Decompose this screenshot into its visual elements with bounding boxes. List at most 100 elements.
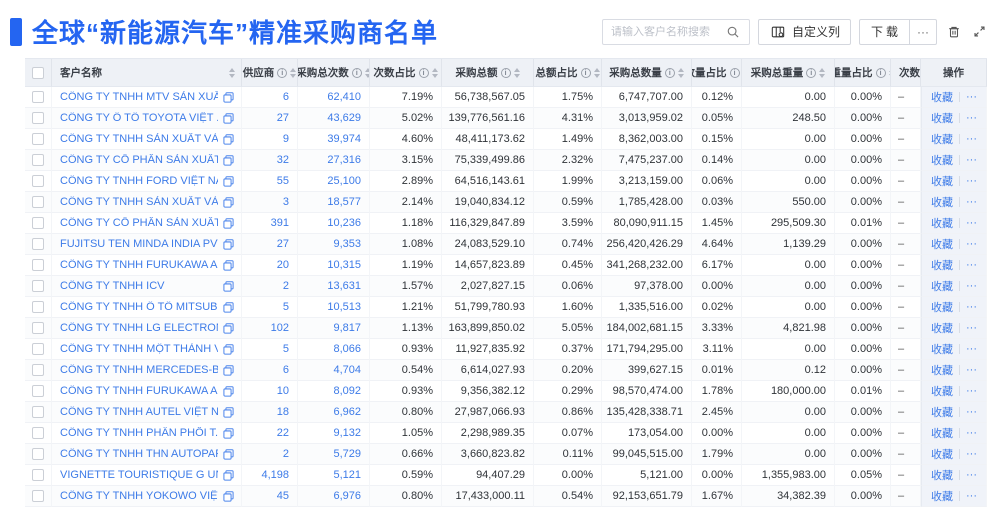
- row-checkbox[interactable]: [32, 385, 44, 397]
- row-more-button[interactable]: ···: [966, 490, 977, 502]
- row-more-button[interactable]: ···: [966, 322, 977, 334]
- copy-icon[interactable]: [223, 112, 234, 124]
- copy-icon[interactable]: [223, 133, 234, 145]
- customer-name-link[interactable]: CÔNG TY TNHH PHÂN PHỐI T...: [60, 427, 218, 439]
- customer-name-link[interactable]: CÔNG TY TNHH Ô TÔ MITSUBI...: [60, 301, 218, 313]
- copy-icon[interactable]: [223, 406, 234, 418]
- row-checkbox[interactable]: [32, 133, 44, 145]
- copy-icon[interactable]: [223, 301, 234, 313]
- copy-icon[interactable]: [223, 322, 234, 334]
- row-more-button[interactable]: ···: [966, 133, 977, 145]
- row-checkbox[interactable]: [32, 280, 44, 292]
- delete-button[interactable]: [945, 23, 963, 41]
- favorite-button[interactable]: 收藏: [931, 386, 953, 398]
- download-button[interactable]: 下载: [858, 18, 910, 45]
- fullscreen-button[interactable]: [971, 23, 988, 40]
- select-all-checkbox[interactable]: [32, 66, 44, 79]
- column-header-purchase_count[interactable]: 采购总次数 i: [298, 59, 370, 87]
- customer-name-link[interactable]: CÔNG TY TNHH ICV: [60, 280, 165, 292]
- column-header-weight[interactable]: 采购总重量 i: [742, 59, 835, 87]
- more-actions-button[interactable]: ···: [909, 18, 937, 45]
- row-more-button[interactable]: ···: [966, 301, 977, 313]
- row-checkbox[interactable]: [32, 217, 44, 229]
- favorite-button[interactable]: 收藏: [931, 449, 953, 461]
- search-box[interactable]: [601, 18, 750, 45]
- row-more-button[interactable]: ···: [966, 406, 977, 418]
- favorite-button[interactable]: 收藏: [931, 491, 953, 503]
- customize-columns-button[interactable]: 自定义列: [757, 18, 851, 45]
- favorite-button[interactable]: 收藏: [931, 92, 953, 104]
- favorite-button[interactable]: 收藏: [931, 134, 953, 146]
- copy-icon[interactable]: [223, 427, 234, 439]
- search-input[interactable]: [610, 25, 724, 38]
- row-more-button[interactable]: ···: [966, 196, 977, 208]
- favorite-button[interactable]: 收藏: [931, 176, 953, 188]
- search-icon[interactable]: [724, 23, 742, 41]
- copy-icon[interactable]: [223, 217, 234, 229]
- copy-icon[interactable]: [223, 343, 234, 355]
- customer-name-link[interactable]: CÔNG TY TNHH MERCEDES-B...: [60, 364, 218, 376]
- row-checkbox[interactable]: [32, 343, 44, 355]
- row-more-button[interactable]: ···: [966, 343, 977, 355]
- copy-icon[interactable]: [223, 154, 234, 166]
- column-header-supplier[interactable]: 供应商 i: [242, 59, 298, 87]
- row-more-button[interactable]: ···: [966, 448, 977, 460]
- column-header-name[interactable]: 客户名称: [52, 59, 242, 87]
- copy-icon[interactable]: [223, 469, 234, 481]
- row-more-button[interactable]: ···: [966, 280, 977, 292]
- row-more-button[interactable]: ···: [966, 364, 977, 376]
- favorite-button[interactable]: 收藏: [931, 155, 953, 167]
- favorite-button[interactable]: 收藏: [931, 323, 953, 335]
- favorite-button[interactable]: 收藏: [931, 218, 953, 230]
- customer-name-link[interactable]: CÔNG TY TNHH YOKOWO VIỆT...: [60, 490, 218, 502]
- copy-icon[interactable]: [223, 91, 234, 103]
- row-checkbox[interactable]: [32, 301, 44, 313]
- customer-name-link[interactable]: CÔNG TY TNHH LG ELECTRON...: [60, 322, 218, 334]
- favorite-button[interactable]: 收藏: [931, 344, 953, 356]
- column-header-quantity[interactable]: 采购总数量 i: [602, 59, 692, 87]
- row-more-button[interactable]: ···: [966, 175, 977, 187]
- copy-icon[interactable]: [223, 238, 234, 250]
- row-checkbox[interactable]: [32, 259, 44, 271]
- copy-icon[interactable]: [223, 280, 234, 292]
- column-header-quantity_pct[interactable]: 数量占比i: [692, 59, 742, 87]
- favorite-button[interactable]: 收藏: [931, 239, 953, 251]
- favorite-button[interactable]: 收藏: [931, 260, 953, 272]
- copy-icon[interactable]: [223, 196, 234, 208]
- customer-name-link[interactable]: CÔNG TY CỔ PHẦN SẢN XUẤT...: [60, 154, 218, 166]
- customer-name-link[interactable]: CÔNG TY TNHH AUTEL VIỆT N...: [60, 406, 218, 418]
- customer-name-link[interactable]: CÔNG TY TNHH THN AUTOPAR...: [60, 448, 218, 460]
- row-more-button[interactable]: ···: [966, 469, 977, 481]
- customer-name-link[interactable]: CÔNG TY TNHH FURUKAWA A...: [60, 385, 218, 397]
- row-checkbox[interactable]: [32, 196, 44, 208]
- favorite-button[interactable]: 收藏: [931, 470, 953, 482]
- column-header-amount_pct[interactable]: 总额占比 i: [534, 59, 602, 87]
- row-checkbox[interactable]: [32, 91, 44, 103]
- customer-name-link[interactable]: CÔNG TY TNHH FURUKAWA A...: [60, 259, 218, 271]
- row-checkbox[interactable]: [32, 154, 44, 166]
- row-checkbox[interactable]: [32, 175, 44, 187]
- favorite-button[interactable]: 收藏: [931, 428, 953, 440]
- row-checkbox[interactable]: [32, 469, 44, 481]
- column-header-weight_pct[interactable]: 重量占比i: [835, 59, 891, 87]
- copy-icon[interactable]: [223, 490, 234, 502]
- copy-icon[interactable]: [223, 385, 234, 397]
- row-more-button[interactable]: ···: [966, 112, 977, 124]
- row-checkbox[interactable]: [32, 364, 44, 376]
- favorite-button[interactable]: 收藏: [931, 302, 953, 314]
- row-more-button[interactable]: ···: [966, 427, 977, 439]
- row-more-button[interactable]: ···: [966, 217, 977, 229]
- row-more-button[interactable]: ···: [966, 259, 977, 271]
- favorite-button[interactable]: 收藏: [931, 281, 953, 293]
- row-checkbox[interactable]: [32, 448, 44, 460]
- row-more-button[interactable]: ···: [966, 91, 977, 103]
- row-checkbox[interactable]: [32, 406, 44, 418]
- row-more-button[interactable]: ···: [966, 154, 977, 166]
- row-checkbox[interactable]: [32, 238, 44, 250]
- favorite-button[interactable]: 收藏: [931, 197, 953, 209]
- row-more-button[interactable]: ···: [966, 385, 977, 397]
- customer-name-link[interactable]: FUJITSU TEN MINDA INDIA PVT...: [60, 238, 218, 250]
- column-header-count_pct[interactable]: 次数占比 i: [370, 59, 442, 87]
- row-checkbox[interactable]: [32, 490, 44, 502]
- customer-name-link[interactable]: CÔNG TY TNHH SẢN XUẤT VÀ ...: [60, 133, 218, 145]
